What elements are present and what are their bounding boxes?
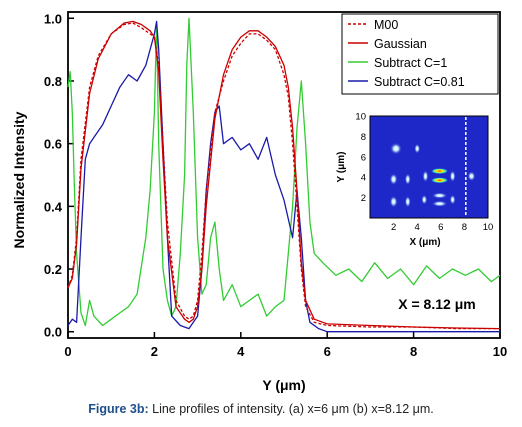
series-line-subtract-c-1 bbox=[67, 17, 501, 327]
legend-label: Subtract C=1 bbox=[374, 56, 447, 70]
caption-text: Line profiles of intensity. (a) x=6 μm (… bbox=[152, 402, 434, 416]
line-profile-chart: 0 2 4 6 8 10 0.0 0.2 0.4 0.6 0.8 1.0 Normalized Int… bbox=[11, 11, 507, 393]
inset-intensity-spot bbox=[404, 173, 411, 186]
inset-y-tick-label: 4 bbox=[361, 173, 366, 184]
series-line-gaussian bbox=[67, 20, 501, 330]
y-tick-label: 0.4 bbox=[44, 199, 63, 214]
axis-ticks: 0 2 4 6 8 10 0.0 0.2 0.4 0.6 0.8 1.0 bbox=[44, 11, 507, 359]
x-axis-label: Y (μm) bbox=[262, 377, 305, 393]
y-tick-label: 1.0 bbox=[44, 11, 62, 26]
inset-y-tick-label: 6 bbox=[361, 152, 366, 163]
inset-x-tick-label: 10 bbox=[483, 222, 494, 233]
series-layer bbox=[67, 17, 501, 333]
inset-intensity-spot bbox=[389, 195, 398, 208]
x-tick-label: 2 bbox=[151, 344, 158, 359]
x-tick-label: 10 bbox=[493, 344, 507, 359]
inset-x-tick-label: 2 bbox=[391, 222, 396, 233]
inset-y-tick-label: 10 bbox=[355, 112, 366, 123]
figure-caption: Figure 3b: Line profiles of intensity. (… bbox=[0, 402, 522, 416]
inset-intensity-spot bbox=[430, 177, 449, 184]
inset-x-tick-label: 8 bbox=[462, 222, 467, 233]
inset-x-tick-label: 6 bbox=[438, 222, 443, 233]
inset-x-tick-label: 4 bbox=[415, 222, 420, 233]
y-tick-label: 0.2 bbox=[44, 262, 62, 277]
legend-label: Gaussian bbox=[374, 37, 427, 51]
inset-intensity-spot bbox=[449, 170, 456, 183]
x-tick-label: 4 bbox=[237, 344, 245, 359]
inset-intensity-spot bbox=[414, 143, 421, 154]
inset-y-label: Y (μm) bbox=[336, 152, 347, 183]
inset-y-tick-label: 8 bbox=[361, 132, 366, 143]
inset-intensity-spot bbox=[430, 168, 449, 175]
inset-heatmap: 2 4 6 8 10 2 4 6 8 10 X (μm) Y (μm) bbox=[336, 112, 493, 249]
y-axis-label: Normalized Intensity bbox=[11, 111, 27, 248]
inset-intensity-spot bbox=[449, 194, 456, 205]
legend-label: Subtract C=0.81 bbox=[374, 75, 465, 89]
x-tick-label: 6 bbox=[324, 344, 331, 359]
position-annotation: X = 8.12 μm bbox=[398, 296, 475, 312]
inset-intensity-spot bbox=[422, 170, 429, 183]
inset-intensity-spot bbox=[467, 171, 476, 182]
y-tick-label: 0.0 bbox=[44, 325, 62, 340]
caption-label: Figure 3b: bbox=[88, 402, 149, 416]
legend-label: M00 bbox=[374, 18, 398, 32]
inset-intensity-spot bbox=[431, 200, 448, 207]
inset-x-label: X (μm) bbox=[409, 237, 440, 248]
inset-intensity-spot bbox=[404, 195, 411, 208]
inset-intensity-spot bbox=[421, 194, 428, 205]
inset-plot-area bbox=[369, 115, 489, 219]
y-tick-label: 0.6 bbox=[44, 137, 62, 152]
inset-intensity-spot bbox=[389, 142, 402, 155]
plot-frame bbox=[67, 11, 501, 339]
y-tick-label: 0.8 bbox=[44, 74, 62, 89]
x-tick-label: 0 bbox=[64, 344, 71, 359]
inset-intensity-spot bbox=[389, 173, 398, 186]
x-tick-label: 8 bbox=[410, 344, 417, 359]
inset-intensity-spot bbox=[431, 192, 448, 199]
series-line-m00 bbox=[67, 22, 500, 330]
inset-y-tick-label: 2 bbox=[361, 193, 366, 204]
legend: M00 Gaussian Subtract C=1 Subtract C=0.81 bbox=[341, 13, 499, 95]
